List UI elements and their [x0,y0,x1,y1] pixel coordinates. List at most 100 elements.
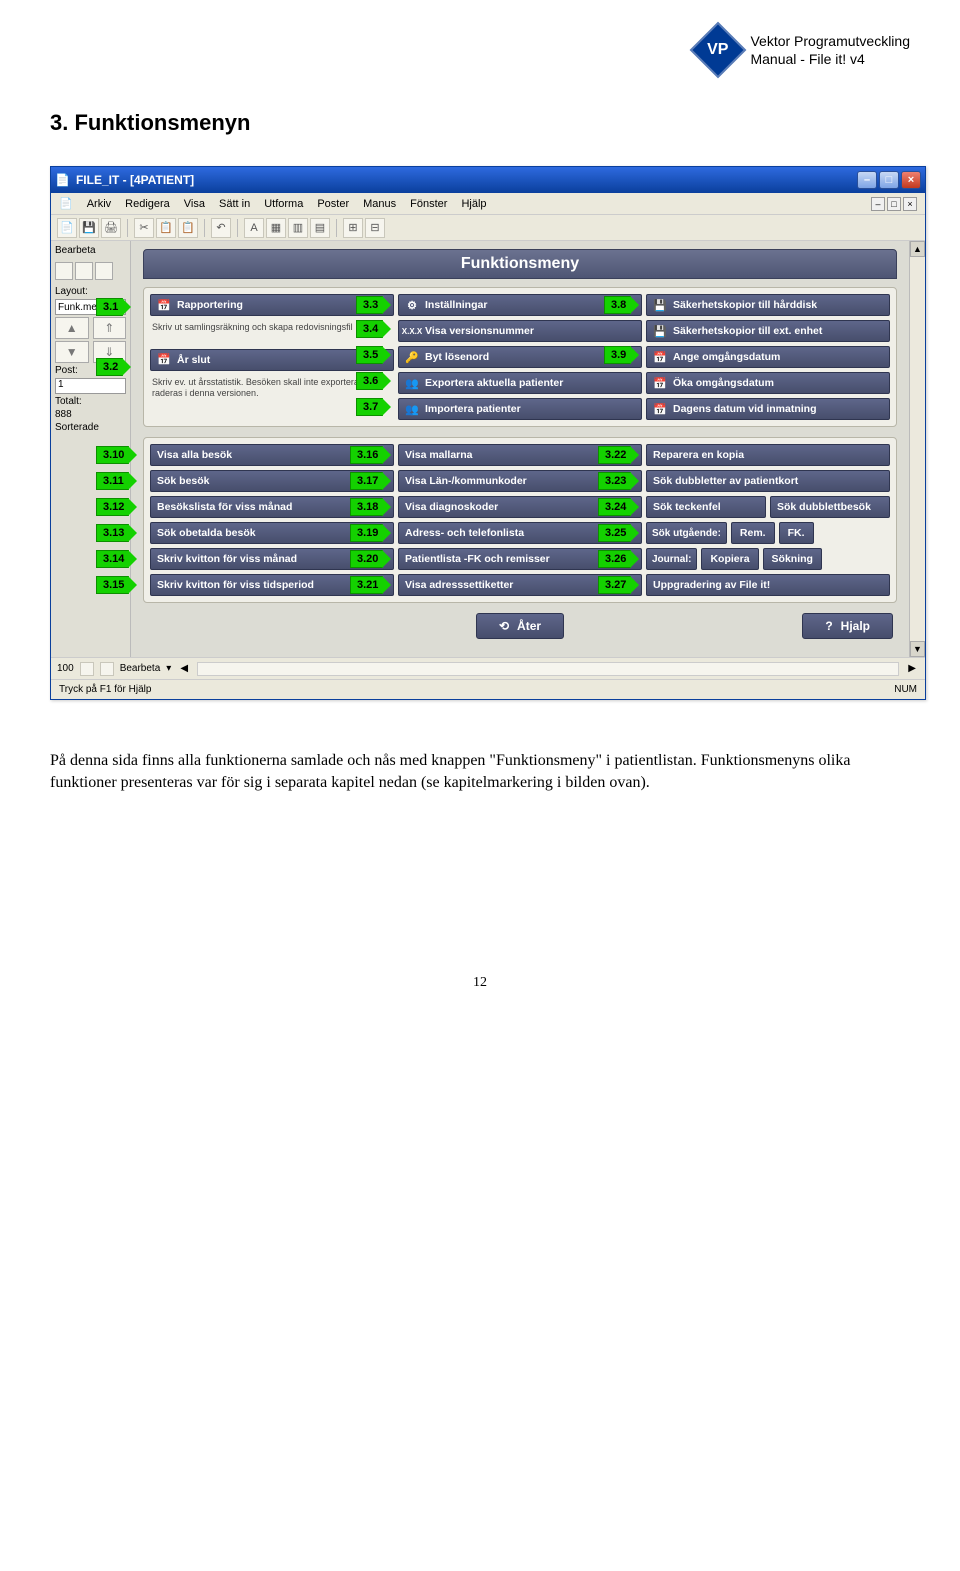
callout-3-17: 3.17 [350,472,383,490]
tool-a[interactable]: A [244,218,264,238]
callout-3-4: 3.4 [356,320,383,338]
btn-sokdubblettbesok[interactable]: Sök dubblettbesök [770,496,890,518]
tool-cut[interactable]: ✂ [134,218,154,238]
label-journal: Journal: [646,548,697,570]
calendar-icon: 📅 [653,376,667,390]
menu-sattin[interactable]: Sätt in [219,198,250,210]
menu-redigera[interactable]: Redigera [125,198,170,210]
tool-f[interactable]: ⊟ [365,218,385,238]
disk-icon: 💾 [653,298,667,312]
status-right: NUM [894,684,917,695]
btn-sakhard[interactable]: 💾Säkerhetskopior till hårddisk [646,294,890,316]
callout-3-19: 3.19 [350,524,383,542]
toolbar: 📄 💾 🖨 ✂ 📋 📋 ↶ A ▦ ▥ ▤ ⊞ ⊟ [51,215,925,241]
callout-3-15: 3.15 [96,576,129,594]
bottom-block: 3.10 3.11 3.12 3.13 3.14 3.15 Visa alla … [143,437,897,603]
sidebar-icon-1[interactable] [55,262,73,280]
menubar: 📄 Arkiv Redigera Visa Sätt in Utforma Po… [51,193,925,215]
callout-3-25: 3.25 [598,524,631,542]
btn-versionsnummer[interactable]: X.X.XVisa versionsnummer [398,320,642,342]
btn-exportera[interactable]: 👥Exportera aktuella patienter [398,372,642,394]
callout-3-10: 3.10 [96,446,129,464]
gear-icon: ⚙ [405,298,419,312]
scroll-up-icon[interactable]: ▲ [910,241,925,257]
btn-rem[interactable]: Rem. [731,522,775,544]
sidebar-icon-2[interactable] [75,262,93,280]
callout-3-8: 3.8 [604,296,631,314]
sidebar-totalt-label: Totalt: [55,396,126,407]
btn-importera[interactable]: 👥Importera patienter [398,398,642,420]
vp-logo: VP [690,22,747,79]
menu-arkiv[interactable]: Arkiv [87,198,111,210]
scroll-down-icon[interactable]: ▼ [910,641,925,657]
close-button[interactable]: × [901,171,921,189]
sidebar-icon-3[interactable] [95,262,113,280]
menu-utforma[interactable]: Utforma [264,198,303,210]
btn-hjalp[interactable]: ? Hjalp [802,613,893,639]
mdi-restore[interactable]: □ [887,197,901,211]
callout-3-13: 3.13 [96,524,129,542]
btn-uppgradering[interactable]: Uppgradering av File it! [646,574,890,596]
version-prefix: X.X.X [405,324,419,338]
titlebar: 📄 FILE_IT - [4PATIENT] – □ × [51,167,925,193]
maximize-button[interactable]: □ [879,171,899,189]
app-window: 📄 FILE_IT - [4PATIENT] – □ × 📄 Arkiv Red… [50,166,926,700]
tool-save[interactable]: 💾 [79,218,99,238]
btn-ater[interactable]: ⟲ Åter [476,613,564,639]
btn-kopiera[interactable]: Kopiera [701,548,758,570]
tool-d[interactable]: ▤ [310,218,330,238]
sidebar-layout-label: Layout: [55,286,126,297]
callout-3-12: 3.12 [96,498,129,516]
calendar-icon: 📅 [157,298,171,312]
tool-undo[interactable]: ↶ [211,218,231,238]
footer-icon-1[interactable] [80,662,94,676]
minimize-button[interactable]: – [857,171,877,189]
btn-sokning[interactable]: Sökning [763,548,822,570]
btn-sokdubletter[interactable]: Sök dubbletter av patientkort [646,470,890,492]
footer-icon-2[interactable] [100,662,114,676]
mdi-minimize[interactable]: – [871,197,885,211]
calendar-icon: 📅 [653,402,667,416]
mdi-close[interactable]: × [903,197,917,211]
menu-hjalp[interactable]: Hjälp [461,198,486,210]
people-icon: 👥 [405,376,419,390]
callout-3-9: 3.9 [604,346,631,364]
btn-angeomgang[interactable]: 📅Ange omgångsdatum [646,346,890,368]
callout-3-11: 3.11 [96,472,129,490]
tool-new[interactable]: 📄 [57,218,77,238]
nav-page-up[interactable]: ⇑ [93,317,127,339]
btn-reparera[interactable]: Reparera en kopia [646,444,890,466]
btn-fk[interactable]: FK. [779,522,814,544]
tool-paste[interactable]: 📋 [178,218,198,238]
footer-zoom: 100 [57,663,74,674]
menu-manus[interactable]: Manus [363,198,396,210]
body-paragraph: På denna sida finns alla funktionerna sa… [50,750,910,795]
nav-down[interactable]: ▼ [55,341,89,363]
menu-fonster[interactable]: Fönster [410,198,447,210]
menu-visa[interactable]: Visa [184,198,205,210]
footer-hscroll[interactable] [197,662,899,676]
btn-okaomgang[interactable]: 📅Öka omgångsdatum [646,372,890,394]
panel-title: Funktionsmeny [143,249,897,279]
callout-3-3: 3.3 [356,296,383,314]
tool-print[interactable]: 🖨 [101,218,121,238]
tool-e[interactable]: ⊞ [343,218,363,238]
tool-c[interactable]: ▥ [288,218,308,238]
btn-sokteckenfel[interactable]: Sök teckenfel [646,496,766,518]
btn-sakext[interactable]: 💾Säkerhetskopior till ext. enhet [646,320,890,342]
section-heading: 3. Funktionsmenyn [50,110,910,136]
btn-dagens[interactable]: 📅Dagens datum vid inmatning [646,398,890,420]
callout-3-20: 3.20 [350,550,383,568]
callout-3-5: 3.5 [356,346,383,364]
window-title: FILE_IT - [4PATIENT] [76,173,194,187]
vertical-scrollbar[interactable]: ▲ ▼ [909,241,925,657]
nav-up[interactable]: ▲ [55,317,89,339]
calendar-icon: 📅 [157,353,171,367]
sidebar-post-input[interactable]: 1 [55,378,126,394]
sidebar-sorterade: Sorterade [55,422,126,433]
tool-b[interactable]: ▦ [266,218,286,238]
menu-poster[interactable]: Poster [317,198,349,210]
key-icon: 🔑 [405,350,419,364]
tool-copy[interactable]: 📋 [156,218,176,238]
people-icon: 👥 [405,402,419,416]
